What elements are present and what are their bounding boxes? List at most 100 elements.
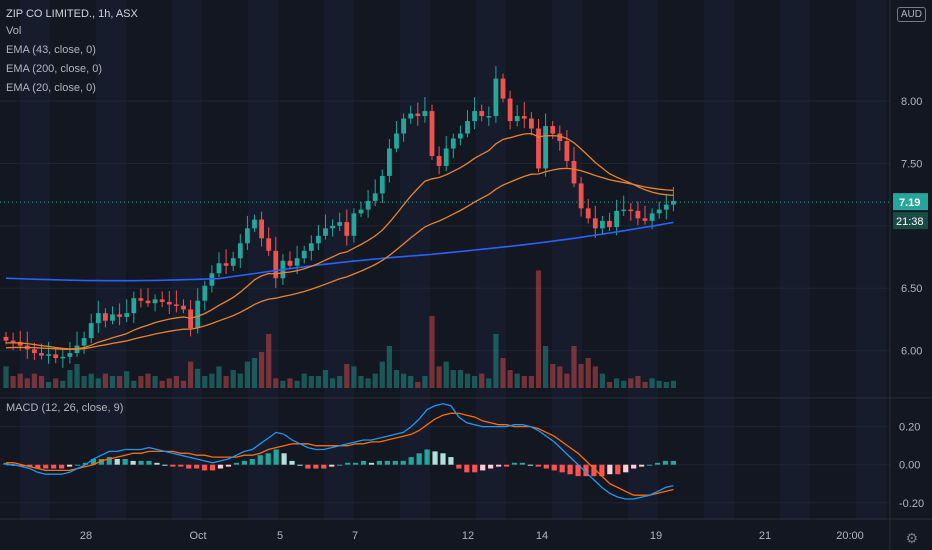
volume-bar: [152, 376, 158, 388]
volume-bar: [301, 373, 307, 388]
candle-body: [600, 220, 605, 229]
x-tick-label: 20:00: [836, 530, 864, 542]
candle-body: [472, 111, 477, 122]
indicator-legend: Vol EMA (43, close, 0) EMA (200, close, 0)…: [6, 22, 102, 98]
volume-bar: [393, 370, 400, 388]
macd-histogram-bar: [43, 464, 49, 469]
session-band: [628, 0, 658, 520]
candle-body: [401, 118, 406, 134]
candle-body: [117, 314, 122, 317]
candle-body: [621, 209, 627, 212]
volume-bar: [138, 376, 144, 388]
volume-bar: [180, 380, 187, 388]
volume-bar: [24, 378, 30, 388]
candle-body: [216, 263, 222, 274]
volume-bar: [273, 378, 279, 388]
candle-body: [628, 209, 634, 212]
candle-body: [486, 116, 492, 118]
candle-body: [372, 193, 378, 201]
volume-bar: [564, 373, 570, 388]
volume-bar: [415, 382, 421, 388]
volume-bar: [422, 376, 428, 388]
macd-histogram-bar: [456, 464, 462, 469]
legend-item[interactable]: EMA (200, close, 0): [6, 63, 102, 75]
macd-histogram-bar: [631, 464, 637, 469]
session-band: [780, 0, 810, 520]
ema20-line: [5, 132, 674, 350]
legend-item[interactable]: EMA (20, close, 0): [6, 82, 96, 94]
volume-bar: [315, 376, 321, 388]
volume-bar: [550, 364, 556, 388]
candle-body: [536, 128, 541, 169]
candle-body: [408, 113, 414, 119]
currency-button[interactable]: AUD: [896, 7, 926, 22]
candle-body: [252, 219, 257, 229]
macd-histogram-bar: [178, 464, 184, 467]
macd-histogram-bar: [360, 460, 367, 465]
macd-histogram-bar: [496, 464, 502, 467]
legend-item[interactable]: EMA (43, close, 0): [6, 44, 96, 56]
candle-body: [174, 304, 179, 306]
macd-histogram-bar: [583, 464, 589, 477]
candle-body: [379, 175, 385, 194]
macd-histogram-bar: [249, 459, 255, 465]
macd-histogram-bar: [162, 464, 168, 466]
candle-body: [330, 225, 335, 229]
macd-histogram-bar: [27, 464, 33, 467]
volume-bar: [223, 376, 229, 388]
volume-bar: [166, 378, 172, 388]
candle-body: [529, 118, 534, 129]
macd-histogram-bar: [440, 453, 446, 465]
macd-histogram-bar: [202, 464, 208, 471]
macd-histogram-bar: [575, 464, 581, 477]
macd-histogram-bar: [654, 462, 661, 465]
volume-bar: [251, 358, 258, 388]
candle-body: [237, 243, 243, 259]
volume-bar: [3, 366, 9, 388]
candle-body: [166, 301, 172, 305]
volume-bar: [102, 373, 108, 388]
session-band: [172, 0, 202, 520]
macd-histogram-bar: [170, 464, 176, 467]
macd-histogram-bar: [3, 462, 9, 465]
macd-histogram-bar: [217, 464, 224, 469]
volume-bar: [649, 378, 655, 388]
volume-bar: [124, 371, 130, 388]
volume-bar: [656, 380, 662, 388]
volume-bar: [131, 380, 137, 388]
volume-bar: [372, 373, 378, 388]
volume-bar: [81, 376, 87, 388]
volume-bar: [500, 358, 506, 388]
macd-histogram-bar: [90, 459, 96, 465]
macd-histogram-bar: [281, 453, 287, 465]
x-tick-label: 7: [352, 530, 358, 542]
candle-body: [521, 116, 527, 119]
session-band: [552, 0, 582, 520]
macd-histogram-bar: [607, 464, 613, 475]
candle-body: [39, 353, 44, 356]
macd-histogram-bar: [519, 462, 526, 465]
macd-histogram-bar: [384, 460, 390, 465]
macd-histogram-bar: [639, 464, 645, 467]
macd-histogram-bar: [122, 459, 128, 465]
volume-bar: [514, 373, 520, 388]
gear-icon[interactable]: ⚙: [905, 530, 918, 546]
volume-bar: [294, 380, 300, 388]
candle-body: [514, 116, 520, 122]
volume-bar: [543, 346, 549, 388]
candle-body: [53, 354, 59, 359]
macd-histogram-bar: [19, 464, 25, 467]
macd-histogram-bar: [503, 464, 510, 467]
candle-body: [649, 213, 655, 221]
countdown-badge: [893, 212, 928, 230]
candle-body: [202, 285, 208, 301]
legend-item[interactable]: Vol: [6, 25, 22, 37]
volume-bar: [571, 346, 577, 388]
macd-histogram-bar: [138, 460, 144, 465]
volume-bar: [159, 380, 165, 388]
volume-bar: [606, 382, 613, 388]
candle-body: [245, 228, 250, 244]
candle-body: [32, 349, 37, 354]
session-band: [400, 0, 430, 520]
